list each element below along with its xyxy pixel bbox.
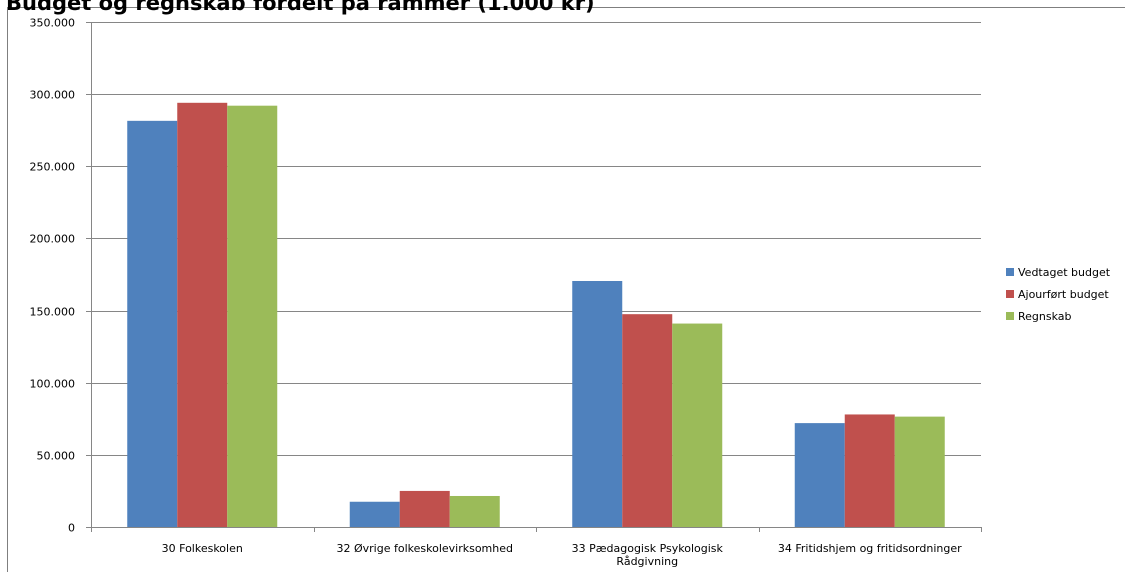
y-tick-label: 250.000 — [30, 161, 76, 174]
chart-title: Budget og regnskab fordelt på rammer (1.… — [6, 0, 595, 15]
y-tick-label: 350.000 — [30, 17, 76, 30]
y-axis: 0 50.000 100.000 150.000 200.000 250.000 300.0… — [30, 17, 92, 535]
x-tick-label: 33 Pædagogisk Psykologisk — [572, 542, 724, 555]
bar-regnskab — [894, 416, 945, 527]
bar-vedtaget-budget — [127, 120, 178, 527]
y-tick-label: 200.000 — [30, 233, 76, 246]
bar-ajourf-rt-budget — [177, 102, 228, 528]
bar-regnskab — [449, 495, 500, 527]
x-tick-label: 30 Folkeskolen — [162, 542, 243, 555]
bar-vedtaget-budget — [794, 423, 845, 527]
x-tick-label: Rådgivning — [616, 555, 678, 568]
bar-vedtaget-budget — [349, 501, 400, 527]
legend: Vedtaget budget Ajourført budget Regnskab — [1006, 266, 1111, 323]
y-tick-label: 300.000 — [30, 89, 76, 102]
y-tick-label: 50.000 — [37, 450, 76, 463]
y-tick-label: 0 — [68, 522, 75, 535]
bar-ajourf-rt-budget — [399, 490, 450, 527]
x-tick-label: 34 Fritidshjem og fritidsordninger — [778, 542, 962, 555]
bars — [127, 102, 945, 528]
bar-ajourf-rt-budget — [622, 314, 673, 527]
bar-regnskab — [672, 323, 723, 527]
legend-swatch — [1006, 268, 1014, 276]
y-tick-label: 100.000 — [30, 378, 76, 391]
legend-label: Ajourført budget — [1018, 288, 1109, 301]
legend-swatch — [1006, 290, 1014, 298]
legend-label: Vedtaget budget — [1018, 266, 1111, 279]
y-tick-label: 150.000 — [30, 306, 76, 319]
chart-frame — [7, 7, 1125, 572]
bar-vedtaget-budget — [572, 280, 623, 527]
x-tick-label: 32 Øvrige folkeskolevirksomhed — [336, 542, 513, 555]
bar-ajourf-rt-budget — [844, 414, 895, 527]
x-axis: 30 Folkeskolen 32 Øvrige folkeskolevirkso… — [91, 527, 982, 568]
bar-regnskab — [227, 105, 278, 527]
legend-label: Regnskab — [1018, 310, 1072, 323]
legend-swatch — [1006, 312, 1014, 320]
